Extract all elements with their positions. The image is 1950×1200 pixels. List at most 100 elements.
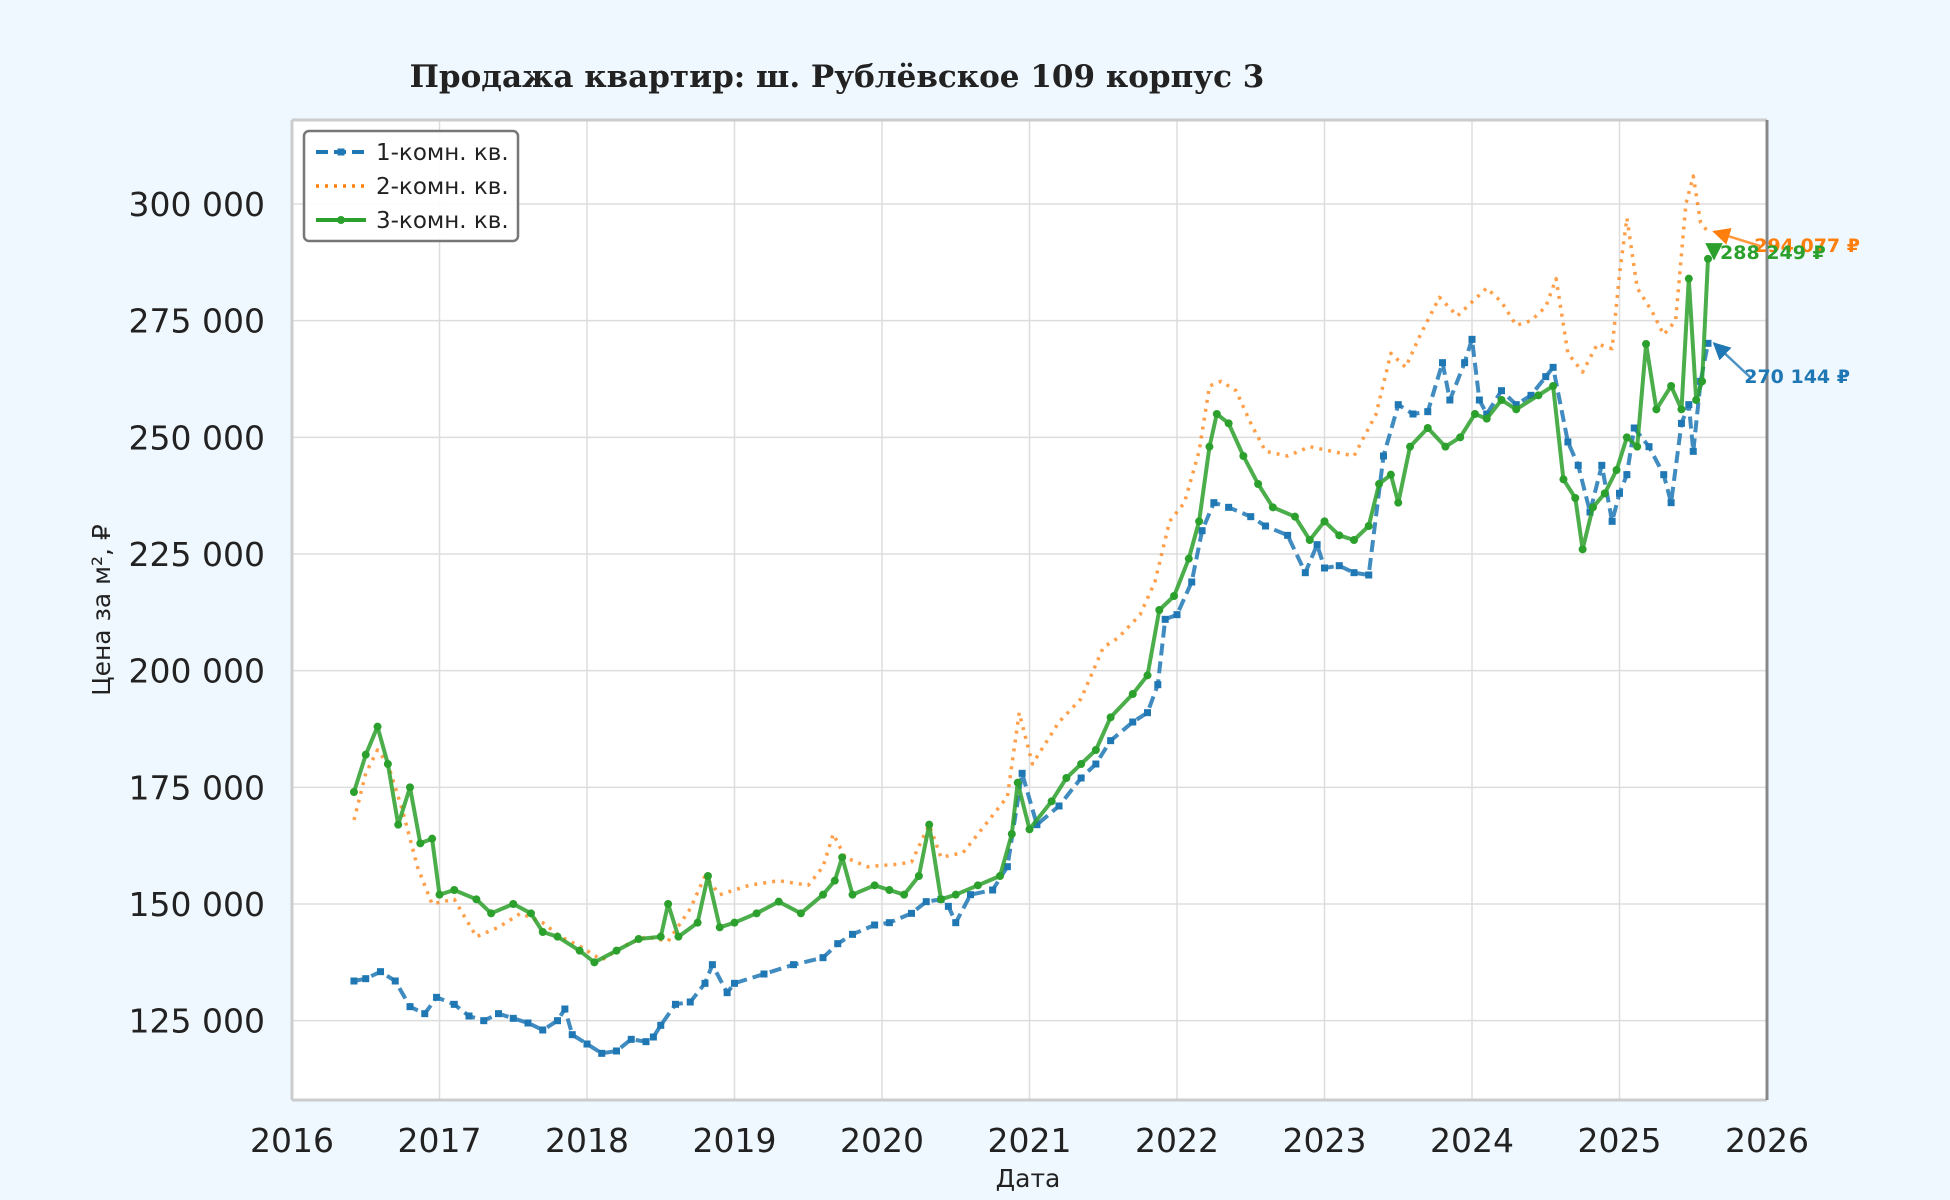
- data-point: [406, 783, 414, 792]
- x-tick-label: 2020: [840, 1121, 924, 1160]
- data-point: [421, 1010, 429, 1018]
- data-point: [657, 1021, 665, 1029]
- data-point: [649, 1033, 657, 1041]
- x-tick-label: 2019: [693, 1121, 777, 1160]
- data-point: [951, 890, 960, 899]
- data-point: [1542, 373, 1550, 381]
- data-point: [1107, 737, 1115, 745]
- data-point: [1684, 274, 1693, 283]
- data-point: [349, 788, 358, 796]
- data-point: [1685, 401, 1693, 409]
- data-point: [1144, 709, 1151, 717]
- data-point: [465, 1012, 473, 1020]
- data-point: [1456, 433, 1465, 442]
- data-point: [885, 919, 893, 927]
- legend: 1-комн. кв. 2-комн. кв. 3-комн. кв.: [302, 129, 520, 243]
- data-point: [693, 918, 702, 927]
- data-point: [730, 918, 739, 927]
- data-point: [1534, 391, 1543, 400]
- data-point: [1375, 480, 1384, 488]
- y-tick-label: 200 000: [129, 652, 265, 691]
- data-point: [1350, 536, 1358, 544]
- series-1: [350, 335, 1712, 1057]
- y-tick-label: 125 000: [129, 1002, 265, 1041]
- data-point: [1386, 470, 1395, 479]
- data-point: [1155, 606, 1164, 614]
- data-point: [1305, 536, 1314, 544]
- data-point: [1424, 408, 1432, 416]
- data-point: [1704, 254, 1712, 263]
- data-point: [686, 998, 694, 1006]
- data-point: [1092, 760, 1100, 768]
- data-point: [1461, 359, 1469, 367]
- legend-label: 1-комн. кв.: [376, 140, 509, 166]
- data-point: [1301, 569, 1309, 577]
- data-point: [672, 1000, 679, 1008]
- y-tick-label: 175 000: [129, 768, 265, 807]
- y-axis-ticks: 125 000 150 000 175 000 200 000 225 000 250 0…: [129, 185, 265, 1041]
- y-tick-label: 250 000: [129, 418, 265, 457]
- data-point: [487, 909, 496, 918]
- axes-frame: [290, 118, 1769, 1102]
- data-point: [989, 886, 997, 894]
- data-point: [849, 930, 856, 938]
- data-point: [1645, 443, 1653, 451]
- data-point: [362, 975, 370, 983]
- data-point: [871, 921, 879, 929]
- data-point: [590, 958, 599, 967]
- data-point: [701, 979, 709, 987]
- data-point: [1578, 545, 1587, 554]
- x-tick-label: 2024: [1430, 1121, 1514, 1160]
- x-tick-label: 2026: [1725, 1121, 1809, 1160]
- data-point: [1195, 517, 1204, 526]
- data-point: [715, 923, 724, 932]
- data-point: [539, 1026, 547, 1034]
- data-point: [1077, 774, 1085, 782]
- y-tick-label: 275 000: [129, 302, 265, 341]
- data-point: [1224, 419, 1233, 428]
- data-point: [406, 1003, 414, 1011]
- data-point: [925, 820, 934, 829]
- data-point: [1616, 489, 1623, 497]
- data-point: [1205, 442, 1214, 451]
- data-point: [433, 993, 441, 1001]
- data-point: [1483, 410, 1491, 418]
- data-point: [377, 968, 384, 976]
- data-point: [664, 900, 673, 908]
- data-point: [575, 946, 584, 955]
- data-point: [1225, 503, 1233, 511]
- data-point: [524, 1019, 532, 1027]
- data-point: [1497, 396, 1506, 404]
- x-tick-label: 2023: [1283, 1121, 1367, 1160]
- annotation-arrow: [1712, 227, 1761, 248]
- data-point: [1623, 471, 1631, 479]
- data-point: [509, 1014, 517, 1022]
- data-point: [1128, 690, 1137, 698]
- data-point: [394, 820, 403, 829]
- data-point: [373, 722, 382, 731]
- data-point: [472, 895, 481, 904]
- data-point: [656, 932, 665, 941]
- data-point: [613, 1047, 620, 1055]
- data-point: [1698, 377, 1707, 386]
- data-point: [908, 909, 915, 917]
- data-point: [480, 1017, 488, 1025]
- legend-entry-1: 1-комн. кв.: [316, 140, 509, 166]
- data-point: [383, 760, 392, 768]
- data-point: [967, 891, 974, 899]
- x-axis-ticks: 2016 2017 2018 2019 2020 2021 2022 2023 2024 2025…: [250, 1121, 1809, 1160]
- data-point: [1198, 527, 1206, 535]
- data-point: [1441, 442, 1450, 451]
- data-point: [1007, 830, 1016, 838]
- data-point: [1512, 405, 1521, 414]
- series-2: [352, 174, 1710, 962]
- data-point: [1446, 396, 1454, 404]
- data-point: [598, 1049, 606, 1057]
- data-point: [819, 890, 827, 899]
- data-point: [1320, 517, 1329, 526]
- data-point: [1212, 410, 1221, 418]
- data-point: [1406, 442, 1415, 451]
- data-point: [1571, 494, 1580, 502]
- y-tick-label: 150 000: [129, 885, 265, 924]
- data-point: [1633, 442, 1642, 451]
